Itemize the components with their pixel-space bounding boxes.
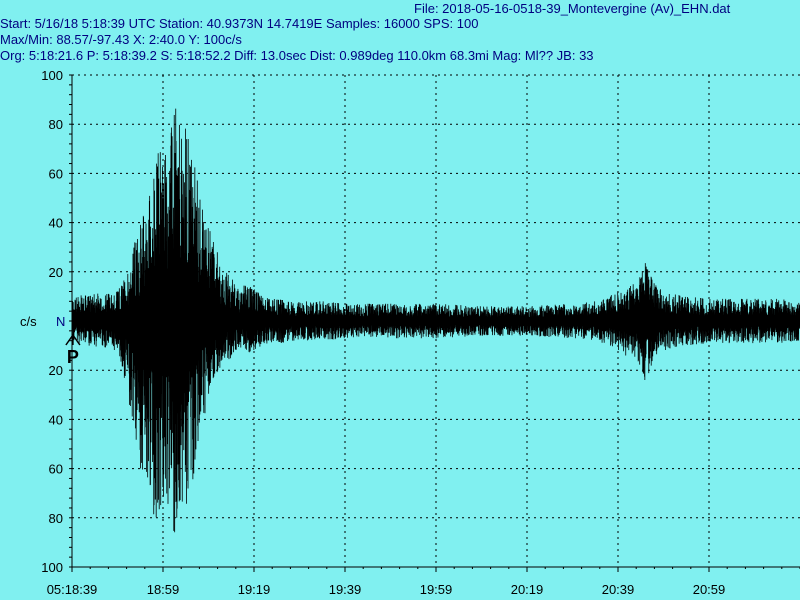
channel-label: N — [56, 314, 65, 329]
trace-layer — [71, 108, 800, 533]
max-min-info: Max/Min: 88.57/-97.43 X: 2:40.0 Y: 100c/… — [0, 32, 242, 47]
start-station-info: Start: 5/16/18 5:18:39 UTC Station: 40.9… — [0, 16, 479, 31]
y-tick-label: 60 — [49, 462, 63, 477]
y-tick-label: 100 — [41, 560, 63, 575]
x-tick-label: 18:59 — [147, 582, 180, 597]
seismic-trace — [71, 108, 800, 533]
x-tick-label: 20:19 — [511, 582, 544, 597]
x-tick-label: 19:19 — [238, 582, 271, 597]
y-tick-label: 40 — [49, 412, 63, 427]
x-tick-label: 20:39 — [602, 582, 635, 597]
p-arrival-label: P — [67, 347, 79, 367]
y-tick-label: 60 — [49, 166, 63, 181]
x-tick-label: 19:39 — [329, 582, 362, 597]
file-name-label: File: 2018-05-16-0518-39_Montevergine (A… — [414, 1, 731, 16]
y-tick-label: 20 — [49, 265, 63, 280]
y-tick-label: 20 — [49, 363, 63, 378]
x-tick-label: 19:59 — [420, 582, 453, 597]
origin-phase-info: Org: 5:18:21.6 P: 5:18:39.2 S: 5:18:52.2… — [0, 48, 594, 63]
label-layer: 100 80 60 40 20 20 40 60 80 100 05:18:39 18:59 19:19… — [20, 68, 725, 597]
x-tick-label: 05:18:39 — [47, 582, 98, 597]
y-tick-label: 40 — [49, 216, 63, 231]
y-tick-label: 80 — [49, 511, 63, 526]
x-tick-label: 20:59 — [693, 582, 726, 597]
y-tick-label: 80 — [49, 117, 63, 132]
y-axis-label: c/s — [20, 314, 37, 329]
y-tick-label: 100 — [41, 68, 63, 83]
axis-layer — [69, 74, 800, 572]
